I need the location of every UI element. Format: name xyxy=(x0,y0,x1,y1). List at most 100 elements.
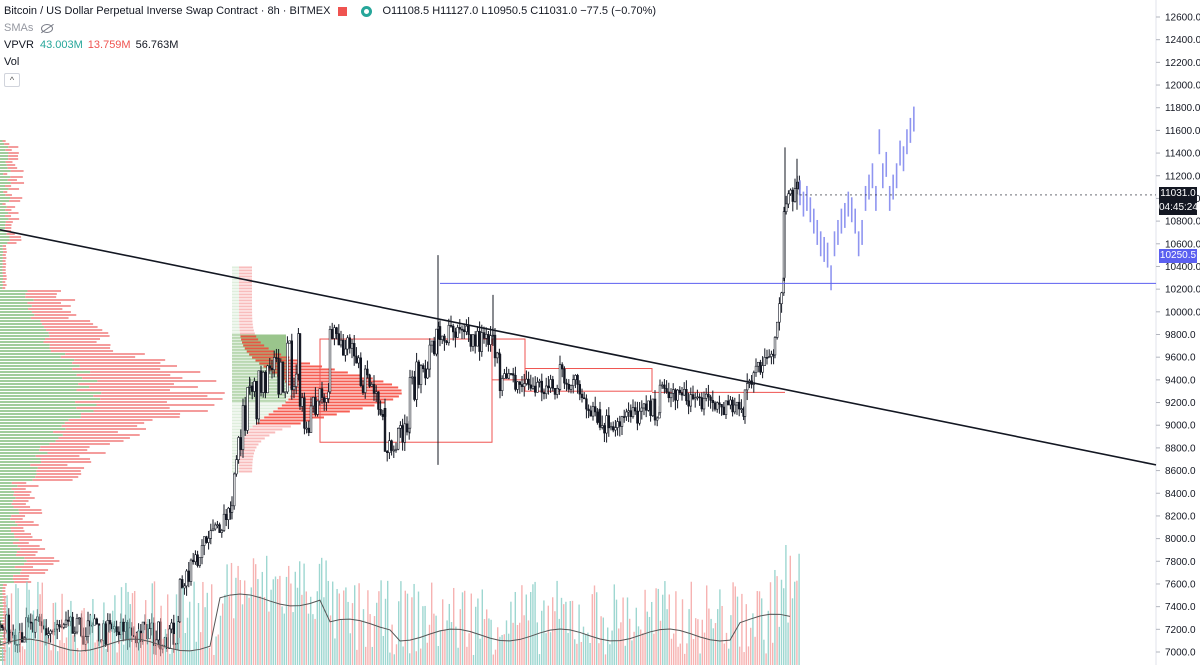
smas-label[interactable]: SMAs xyxy=(4,22,34,34)
symbol-row[interactable]: Bitcoin / US Dollar Perpetual Inverse Sw… xyxy=(4,3,656,20)
candle-body xyxy=(355,355,358,364)
session-profile-down-bar xyxy=(239,455,254,458)
vpvr-up-bar xyxy=(0,281,3,283)
volume-bar xyxy=(633,631,635,665)
smas-row[interactable]: SMAs xyxy=(4,20,656,37)
volume-bar xyxy=(303,563,305,665)
vpvr-up-bar xyxy=(0,218,9,220)
hidden-eye-icon[interactable] xyxy=(41,24,54,33)
volume-bar xyxy=(321,557,323,665)
volume-bar xyxy=(736,596,739,665)
vpvr-down-bar xyxy=(90,371,201,373)
vpvr-up-bar xyxy=(0,143,5,145)
session-profile-up-bar xyxy=(232,407,278,410)
vpvr-down-bar xyxy=(10,170,24,172)
session-profile-down-bar xyxy=(259,419,312,422)
volume-bar xyxy=(197,603,200,665)
vpvr-down-bar xyxy=(12,500,29,502)
volume-bar xyxy=(450,622,453,665)
volume-bar xyxy=(732,582,734,665)
vpvr-down-bar xyxy=(2,269,6,271)
vpvr-up-bar xyxy=(0,191,4,193)
vpvr-down-bar xyxy=(55,440,124,442)
candle-body xyxy=(631,407,635,417)
candle-body xyxy=(73,631,77,634)
volume-bar xyxy=(105,648,107,665)
volume-bar xyxy=(417,591,420,665)
volume-bar xyxy=(494,649,497,665)
session-profile-up-bar xyxy=(232,329,240,332)
volume-bar xyxy=(327,580,329,665)
vpvr-row[interactable]: VPVR 43.003M 13.759M 56.763M xyxy=(4,37,656,54)
vpvr-up-bar xyxy=(0,443,50,445)
candle-body xyxy=(95,618,99,625)
vpvr-up-bar xyxy=(0,569,22,571)
vol-row[interactable]: Vol xyxy=(4,54,656,71)
vpvr-down-bar xyxy=(9,239,22,241)
vpvr-down-bar xyxy=(2,590,6,592)
vpvr-down-bar xyxy=(60,356,136,358)
vpvr-up-bar xyxy=(0,419,69,421)
vpvr-up-bar xyxy=(0,311,32,313)
vpvr-up-bar xyxy=(0,263,3,265)
volume-bar xyxy=(699,653,701,665)
candle-body xyxy=(44,628,48,636)
symbol-title[interactable]: Bitcoin / US Dollar Perpetual Inverse Sw… xyxy=(4,5,331,17)
vpvr-down-bar xyxy=(7,179,17,181)
vpvr-up-bar xyxy=(0,278,4,280)
candle-body xyxy=(618,421,622,427)
vpvr-down-bar xyxy=(2,659,6,661)
volume-bar xyxy=(435,615,437,665)
candle-body xyxy=(698,396,701,399)
candle-body xyxy=(168,628,171,649)
horizontal-line-price-label: 10250.5 xyxy=(1159,249,1197,263)
candle-body xyxy=(370,384,373,387)
vpvr-up-bar xyxy=(0,242,8,244)
candle-body xyxy=(283,391,287,394)
vol-label[interactable]: Vol xyxy=(4,56,20,68)
price-tick-label: 9600.0 xyxy=(1165,353,1196,364)
vpvr-up-bar xyxy=(0,173,4,175)
volume-bar xyxy=(219,615,222,665)
collapse-legend-button[interactable]: ^ xyxy=(4,73,20,87)
session-profile-down-bar xyxy=(239,305,253,308)
vpvr-up-bar xyxy=(0,521,16,523)
session-profile-down-bar xyxy=(241,338,259,341)
candle-body xyxy=(266,365,269,394)
vpvr-down-bar xyxy=(35,476,79,478)
vpvr-down-bar xyxy=(8,188,20,190)
vpvr-down-bar xyxy=(2,284,7,286)
volume-bar xyxy=(461,592,464,665)
vpvr-up-bar xyxy=(0,509,19,511)
volume-bar xyxy=(393,654,395,665)
candle-body xyxy=(344,348,347,356)
vpvr-up-bar xyxy=(0,557,25,559)
volume-bar xyxy=(673,633,675,665)
candle-body xyxy=(352,343,356,357)
candle-body xyxy=(216,524,219,526)
candle-body xyxy=(787,193,790,205)
volume-bar xyxy=(677,646,679,665)
volume-bar xyxy=(213,654,215,665)
vpvr-down-bar xyxy=(3,278,7,280)
volume-bar xyxy=(747,646,750,665)
session-profile-up-bar xyxy=(232,395,291,398)
vpvr-down-bar xyxy=(5,221,13,223)
volume-bar xyxy=(582,626,585,665)
volume-bar xyxy=(651,601,653,665)
vpvr-up-bar xyxy=(0,614,3,616)
vpvr-up-bar xyxy=(0,347,50,349)
vpvr-label[interactable]: VPVR xyxy=(4,39,34,51)
vpvr-down-bar xyxy=(11,488,26,490)
volume-bar xyxy=(714,623,717,665)
candle-body xyxy=(553,387,557,395)
volume-bar xyxy=(373,616,376,665)
volume-bar xyxy=(442,599,444,665)
vpvr-up-bar xyxy=(0,476,36,478)
session-profile-down-bar xyxy=(268,413,337,416)
vpvr-up-bar xyxy=(0,293,26,295)
volume-bar xyxy=(299,561,301,665)
vpvr-up-bar xyxy=(0,593,3,595)
volume-bar xyxy=(28,589,30,665)
